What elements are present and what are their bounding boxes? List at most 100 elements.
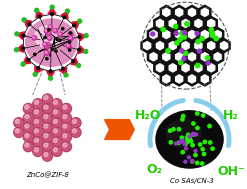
- Circle shape: [181, 118, 184, 121]
- Circle shape: [200, 162, 204, 165]
- Polygon shape: [182, 64, 189, 72]
- Circle shape: [166, 49, 170, 53]
- Circle shape: [72, 129, 76, 133]
- Circle shape: [71, 118, 81, 128]
- Circle shape: [42, 122, 53, 133]
- Polygon shape: [201, 8, 208, 16]
- Polygon shape: [160, 50, 172, 64]
- Circle shape: [73, 24, 76, 27]
- Circle shape: [169, 141, 172, 144]
- Circle shape: [46, 31, 51, 36]
- Circle shape: [69, 33, 71, 35]
- Polygon shape: [169, 64, 176, 72]
- Circle shape: [180, 136, 184, 139]
- Polygon shape: [163, 30, 170, 39]
- Circle shape: [187, 156, 190, 159]
- Circle shape: [45, 52, 47, 53]
- Polygon shape: [176, 30, 183, 39]
- Circle shape: [84, 34, 88, 38]
- Circle shape: [78, 48, 81, 51]
- Circle shape: [33, 127, 43, 137]
- Circle shape: [186, 133, 190, 136]
- Circle shape: [195, 63, 200, 68]
- Circle shape: [44, 143, 48, 147]
- Polygon shape: [186, 5, 198, 19]
- Polygon shape: [182, 42, 189, 50]
- Circle shape: [161, 27, 165, 32]
- Circle shape: [194, 149, 197, 152]
- Circle shape: [201, 147, 204, 151]
- Circle shape: [14, 118, 24, 128]
- Circle shape: [71, 127, 81, 137]
- Circle shape: [33, 99, 43, 109]
- Polygon shape: [24, 20, 32, 27]
- Circle shape: [42, 113, 53, 123]
- Circle shape: [53, 110, 57, 114]
- Circle shape: [185, 147, 187, 150]
- Circle shape: [42, 141, 53, 152]
- Circle shape: [45, 30, 47, 31]
- Circle shape: [25, 124, 29, 128]
- Text: ZnCo@ZIF-8: ZnCo@ZIF-8: [26, 172, 69, 178]
- Circle shape: [25, 133, 29, 138]
- Circle shape: [203, 140, 206, 144]
- Text: H₂O: H₂O: [135, 109, 161, 122]
- Circle shape: [15, 129, 20, 133]
- Circle shape: [44, 124, 48, 128]
- Circle shape: [52, 146, 62, 156]
- Circle shape: [70, 37, 71, 39]
- Polygon shape: [35, 66, 42, 74]
- Polygon shape: [23, 57, 31, 64]
- Circle shape: [211, 147, 214, 150]
- Circle shape: [185, 137, 189, 141]
- Polygon shape: [156, 64, 164, 72]
- Circle shape: [67, 44, 71, 49]
- Circle shape: [175, 41, 179, 45]
- Polygon shape: [192, 16, 205, 30]
- Circle shape: [44, 44, 49, 49]
- Circle shape: [191, 160, 194, 163]
- Circle shape: [15, 32, 19, 36]
- Circle shape: [189, 140, 193, 143]
- Circle shape: [180, 49, 184, 53]
- Circle shape: [27, 58, 30, 61]
- Circle shape: [195, 133, 198, 136]
- Circle shape: [185, 22, 189, 26]
- Text: H₂: H₂: [223, 109, 239, 122]
- Polygon shape: [208, 19, 215, 28]
- Polygon shape: [160, 28, 172, 42]
- Circle shape: [42, 132, 53, 142]
- Circle shape: [44, 51, 49, 55]
- Circle shape: [177, 141, 181, 145]
- Polygon shape: [61, 11, 68, 19]
- Circle shape: [59, 39, 61, 41]
- Polygon shape: [208, 64, 215, 72]
- Polygon shape: [211, 28, 224, 42]
- Polygon shape: [173, 72, 185, 86]
- Polygon shape: [176, 8, 183, 16]
- Circle shape: [188, 138, 191, 141]
- Circle shape: [14, 127, 24, 137]
- Circle shape: [186, 140, 189, 143]
- Polygon shape: [48, 7, 56, 14]
- Circle shape: [68, 32, 73, 37]
- Circle shape: [174, 142, 177, 145]
- Polygon shape: [160, 72, 172, 86]
- Circle shape: [182, 35, 186, 39]
- Polygon shape: [121, 120, 134, 139]
- Circle shape: [53, 129, 57, 133]
- Circle shape: [72, 119, 76, 123]
- Polygon shape: [192, 39, 205, 53]
- Circle shape: [188, 138, 191, 141]
- Polygon shape: [195, 64, 202, 72]
- Circle shape: [46, 45, 47, 46]
- Ellipse shape: [26, 19, 77, 66]
- Circle shape: [182, 114, 185, 118]
- Circle shape: [49, 70, 52, 73]
- Polygon shape: [186, 28, 198, 42]
- Circle shape: [22, 18, 26, 22]
- Circle shape: [78, 36, 81, 39]
- Circle shape: [44, 115, 48, 119]
- Circle shape: [33, 108, 43, 119]
- Circle shape: [191, 143, 194, 147]
